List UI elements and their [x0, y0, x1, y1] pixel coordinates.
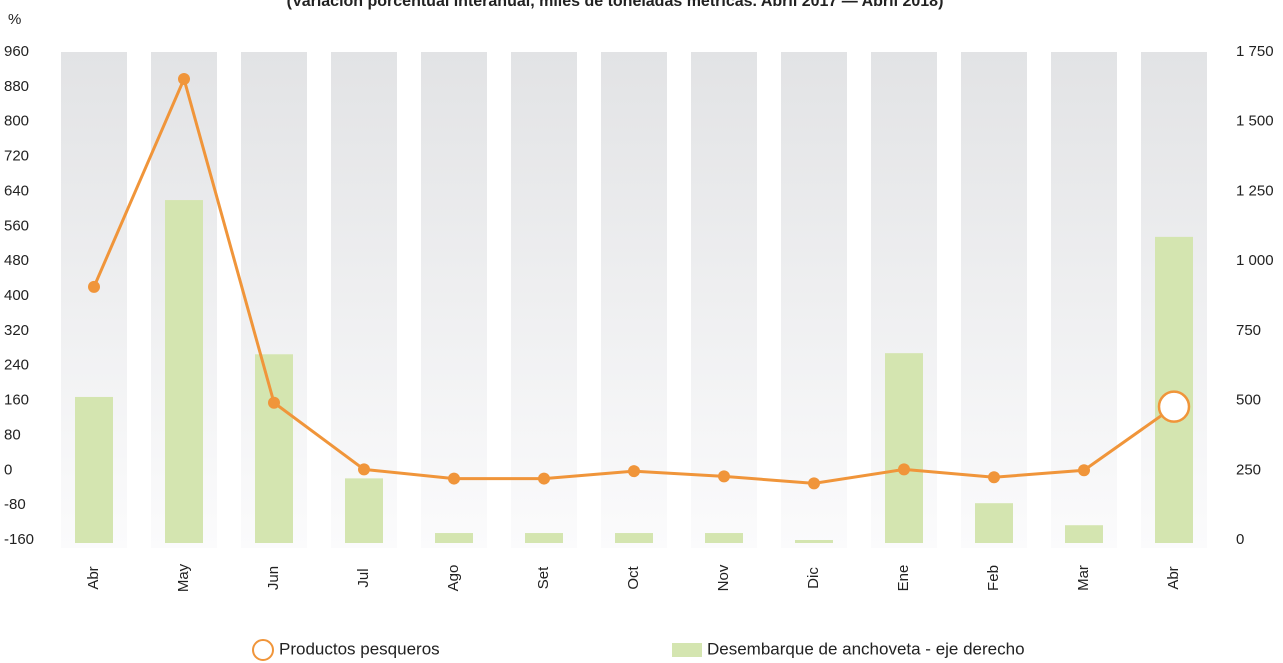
bar	[975, 503, 1013, 543]
column-background	[421, 52, 487, 548]
y-axis-label: %	[8, 11, 21, 28]
x-tick-label: Set	[535, 566, 552, 589]
y-tick-label: 480	[4, 252, 29, 269]
x-tick-label: Mar	[1075, 565, 1092, 591]
y2-tick-label: 1 500	[1236, 113, 1274, 130]
x-tick-label: Abr	[1165, 566, 1182, 589]
x-tick-label: Ene	[895, 565, 912, 592]
point	[1078, 464, 1090, 477]
y2-tick-label: 250	[1236, 461, 1261, 478]
x-tick-label: Nov	[715, 564, 732, 591]
bar	[255, 354, 293, 543]
y2-tick-label: 1 250	[1236, 182, 1274, 199]
bar	[525, 533, 563, 543]
legend-icon	[672, 643, 702, 657]
bar	[795, 540, 833, 543]
x-tick-label: Abr	[85, 566, 102, 589]
y-tick-label: 0	[4, 461, 12, 478]
y2-tick-label: 1 000	[1236, 252, 1274, 269]
x-tick-label: May	[175, 563, 192, 592]
y-tick-label: -160	[4, 531, 34, 548]
bar	[705, 533, 743, 543]
y-tick-label: 160	[4, 392, 29, 409]
bar	[885, 353, 923, 543]
bar	[165, 200, 203, 544]
y-tick-label: 560	[4, 217, 29, 234]
y-tick-label: 320	[4, 322, 29, 339]
x-tick-label: Dic	[805, 567, 822, 589]
chart-title: (Variación porcentual interanual, miles …	[287, 0, 944, 10]
x-tick-label: Ago	[445, 565, 462, 592]
point	[538, 472, 550, 485]
x-tick-label: Jun	[265, 566, 282, 590]
column-background	[961, 52, 1027, 548]
bar	[615, 533, 653, 543]
point	[628, 465, 640, 478]
point	[448, 472, 460, 485]
point	[178, 73, 190, 86]
bar	[345, 478, 383, 543]
x-tick-label: Jul	[355, 568, 372, 587]
x-tick-label: Oct	[625, 566, 642, 590]
point	[898, 463, 910, 476]
y-tick-label: 400	[4, 287, 29, 304]
y-tick-label: 960	[4, 43, 29, 60]
point	[808, 477, 820, 490]
legend-label: Desembarque de anchoveta - eje derecho	[707, 639, 1025, 658]
legend-icon	[252, 639, 274, 661]
y2-tick-label: 750	[1236, 322, 1261, 339]
point	[1157, 390, 1191, 423]
y2-tick-label: 500	[1236, 392, 1261, 409]
bar	[1065, 525, 1103, 543]
point	[718, 470, 730, 483]
legend-label: Productos pesqueros	[279, 639, 440, 658]
point	[988, 471, 1000, 484]
y-tick-label: 80	[4, 426, 21, 443]
bar	[75, 396, 113, 543]
y2-tick-label: 1 750	[1236, 43, 1274, 60]
point	[268, 396, 280, 409]
column-background	[691, 52, 757, 548]
y2-tick-label: 0	[1236, 531, 1244, 548]
y-tick-label: 640	[4, 182, 29, 199]
column-background	[781, 52, 847, 548]
y-tick-label: 240	[4, 357, 29, 374]
bar	[435, 533, 473, 543]
bar	[1155, 236, 1193, 544]
y-tick-label: 800	[4, 113, 29, 130]
y-tick-label: -80	[4, 496, 26, 513]
x-tick-label: Feb	[985, 565, 1002, 591]
y-tick-label: 720	[4, 148, 29, 165]
point	[88, 280, 100, 293]
point	[358, 463, 370, 476]
column-background	[511, 52, 577, 548]
y-tick-label: 880	[4, 78, 29, 95]
